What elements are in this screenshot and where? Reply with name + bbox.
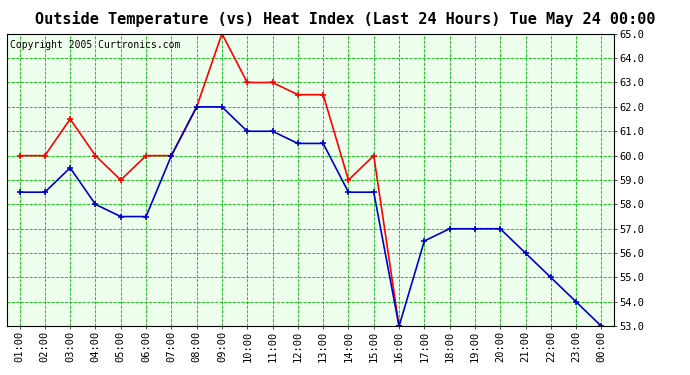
Text: Outside Temperature (vs) Heat Index (Last 24 Hours) Tue May 24 00:00: Outside Temperature (vs) Heat Index (Las… — [34, 11, 655, 27]
Text: Copyright 2005 Curtronics.com: Copyright 2005 Curtronics.com — [10, 40, 180, 50]
